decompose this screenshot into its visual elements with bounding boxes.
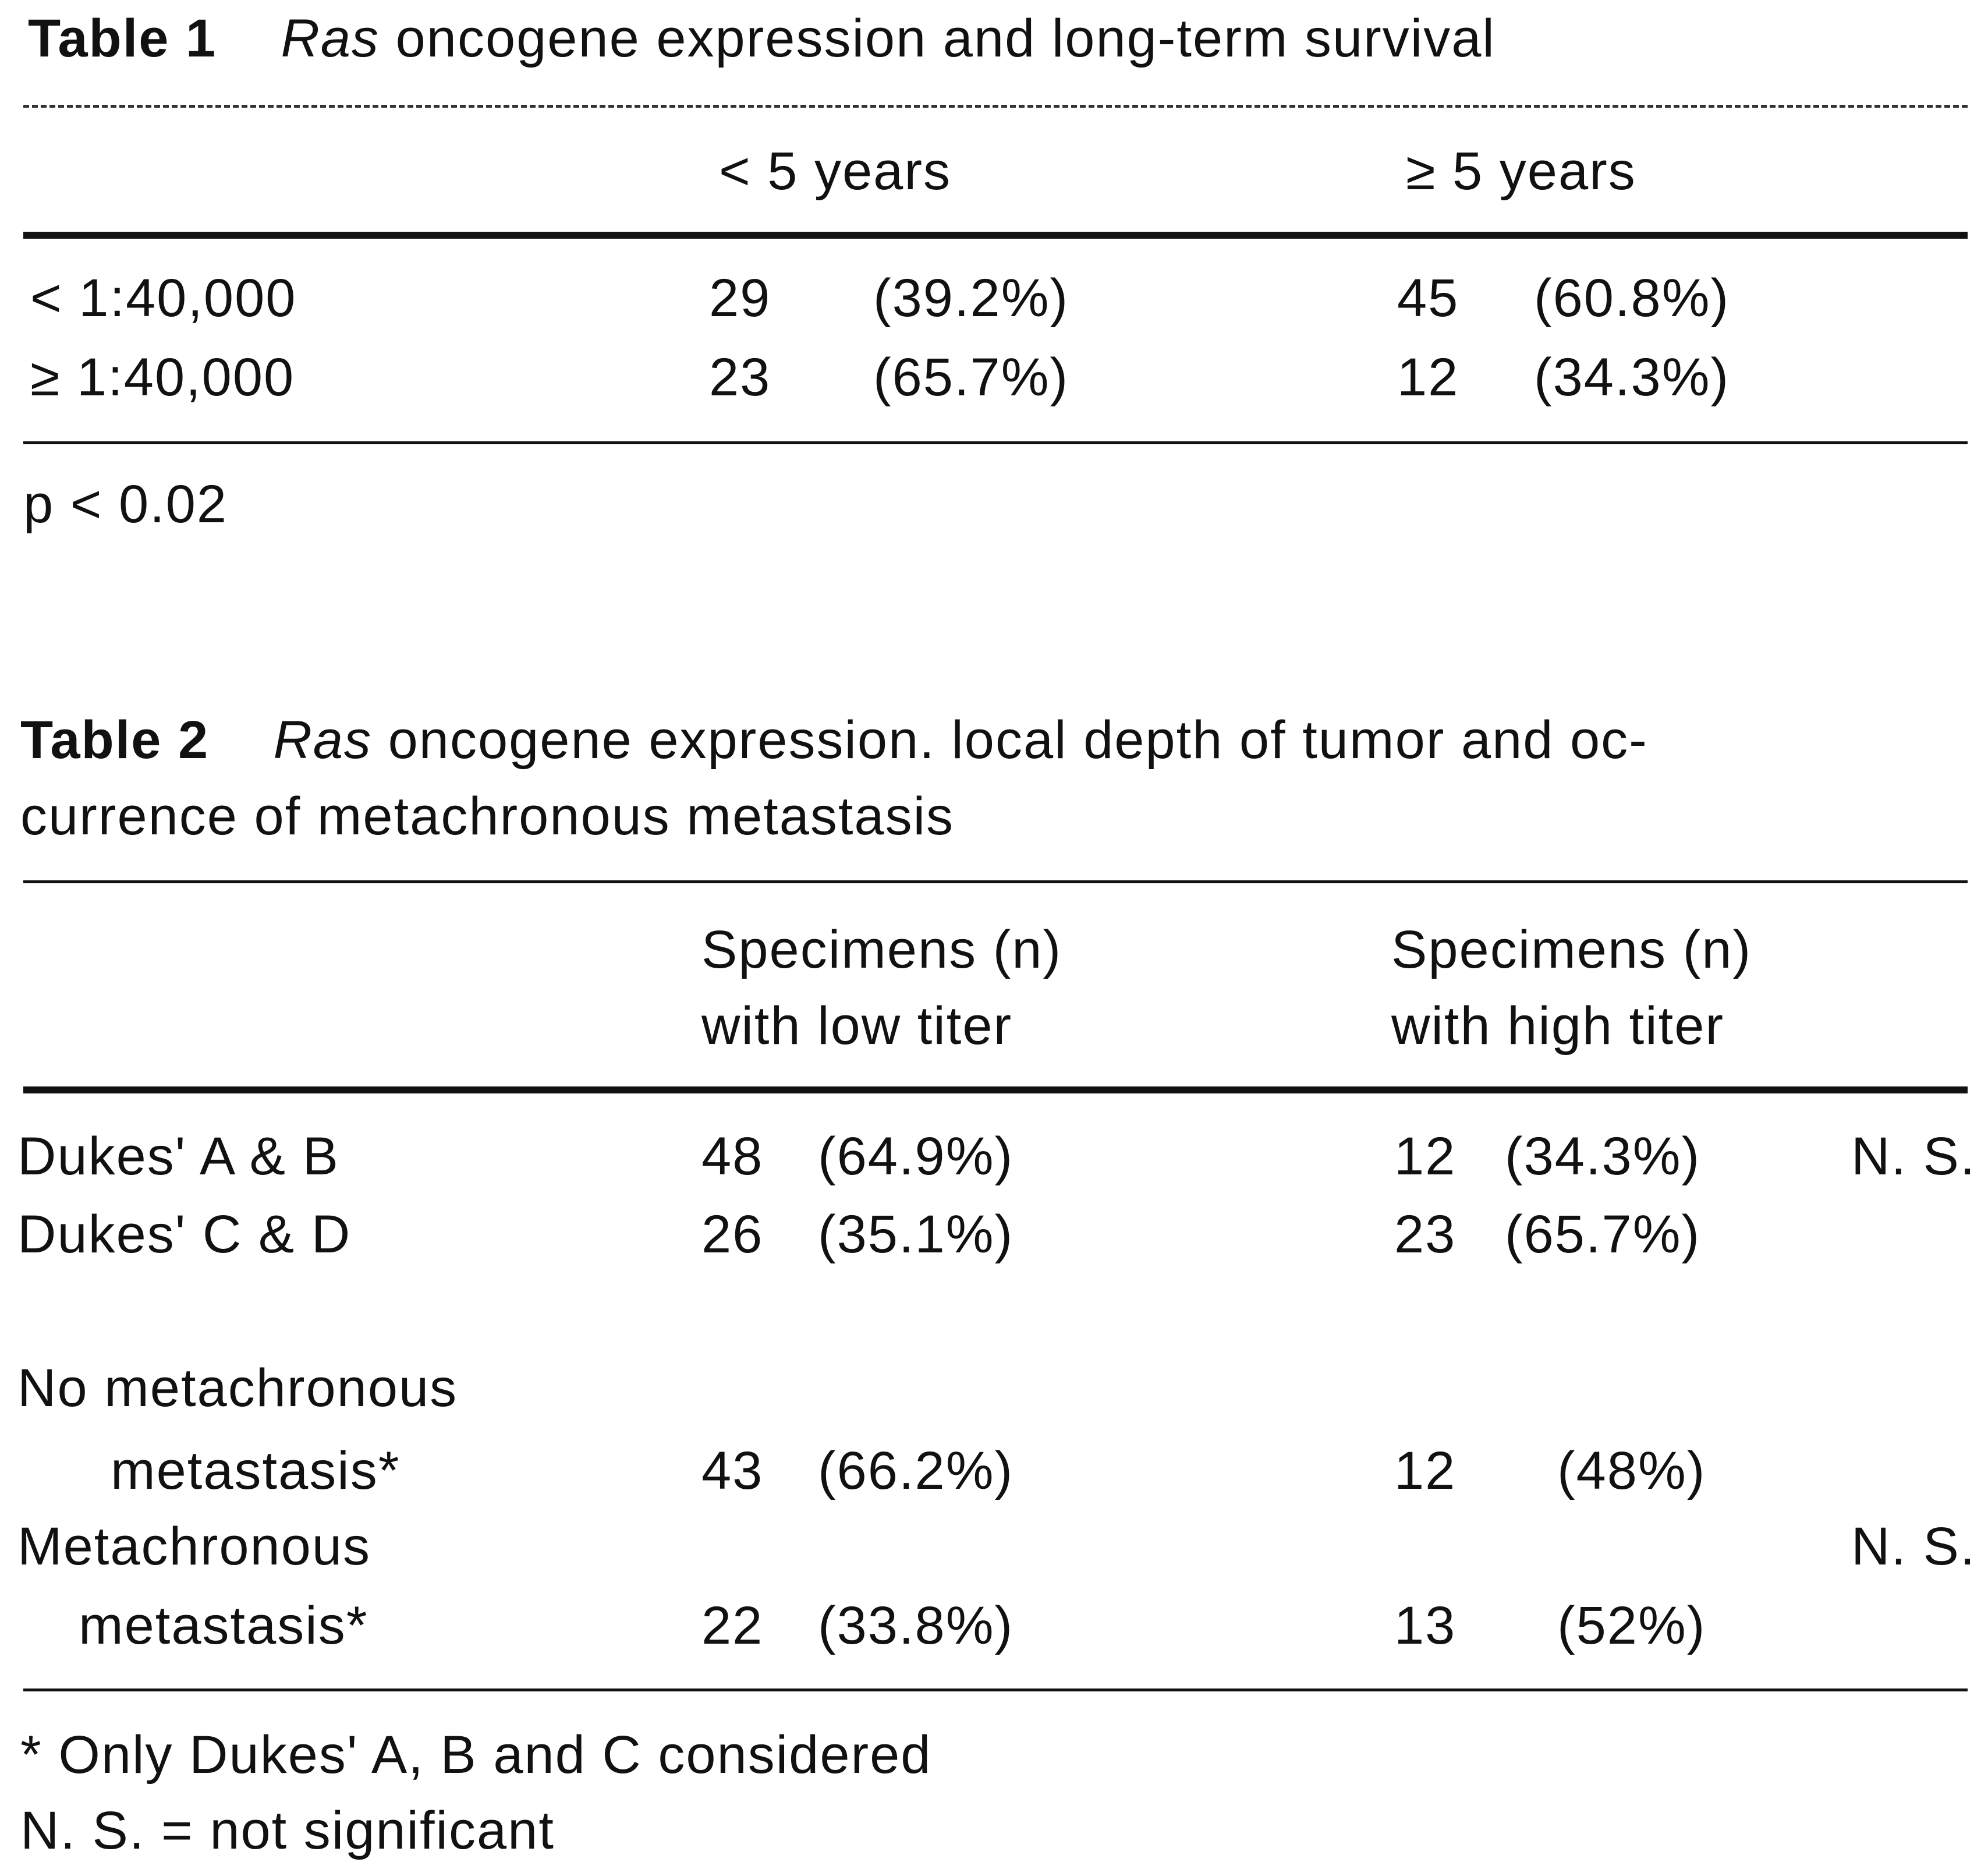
cell-pct: (33.8%) (818, 1596, 1014, 1655)
significance: N. S. (1851, 1517, 1976, 1576)
row-label-line1: Metachronous (17, 1517, 371, 1576)
table2-header-rule (23, 1086, 1968, 1093)
table2-footnote-1: * Only Dukes' A, B and C considered (20, 1725, 932, 1785)
table1-header-rule (23, 232, 1968, 239)
cell-pct: (65.7%) (1505, 1205, 1701, 1264)
table2-caption-line1: Table 2 Ras oncogene expression. local d… (20, 713, 1648, 767)
cell-n: 48 (701, 1127, 764, 1186)
row-label: ≥ 1:40,000 (30, 348, 295, 407)
table1-title: oncogene expression and long-term surviv… (395, 9, 1496, 68)
cell-n: 26 (701, 1205, 764, 1264)
table2-label: Table 2 (20, 710, 210, 770)
cell-pct: (66.2%) (818, 1441, 1014, 1500)
cell-n: 12 (1394, 1441, 1457, 1500)
cell-n: 29 (709, 268, 771, 328)
table1-footnote: p < 0.02 (23, 475, 228, 534)
table1-caption: Table 1 Ras oncogene expression and long… (28, 12, 1496, 65)
row-label: < 1:40,000 (30, 268, 297, 328)
cell-n: 13 (1394, 1596, 1457, 1655)
cell-pct: (34.3%) (1505, 1127, 1701, 1186)
cell-pct: (48%) (1557, 1441, 1706, 1500)
table1-bottom-rule (23, 441, 1968, 444)
cell-pct: (60.8%) (1534, 268, 1730, 328)
cell-n: 23 (709, 348, 771, 407)
table2-title: oncogene expression. local depth of tumo… (388, 710, 1648, 770)
cell-pct: (39.2%) (873, 268, 1069, 328)
table1-col-header-2: ≥ 5 years (1406, 141, 1636, 201)
row-label-line1: No metachronous (17, 1358, 458, 1418)
table2-col-header-1-line1: Specimens (n) (701, 920, 1062, 979)
cell-n: 12 (1394, 1127, 1457, 1186)
cell-pct: (65.7%) (873, 348, 1069, 407)
table1-label: Table 1 (28, 9, 217, 68)
cell-n: 23 (1394, 1205, 1457, 1264)
table2-bottom-rule (23, 1688, 1968, 1691)
table2-col-header-2-line1: Specimens (n) (1391, 920, 1752, 979)
cell-pct: (64.9%) (818, 1127, 1014, 1186)
table2-footnote-2: N. S. = not significant (20, 1801, 555, 1860)
cell-n: 43 (701, 1441, 764, 1500)
table1-col-header-1: < 5 years (719, 141, 951, 201)
table2-top-rule (23, 880, 1968, 883)
cell-pct: (34.3%) (1534, 348, 1730, 407)
table2-col-header-2-line2: with high titer (1391, 996, 1725, 1056)
row-label: Dukes' A & B (17, 1127, 339, 1186)
cell-n: 12 (1397, 348, 1459, 407)
cell-pct: (35.1%) (818, 1205, 1014, 1264)
significance: N. S. (1851, 1127, 1976, 1186)
cell-pct: (52%) (1557, 1596, 1706, 1655)
row-label: Dukes' C & D (17, 1205, 352, 1264)
row-label-line2: metastasis* (79, 1596, 368, 1655)
cell-n: 22 (701, 1596, 764, 1655)
table1-top-rule (23, 105, 1968, 108)
table1-title-italic: Ras (281, 9, 380, 68)
table2-title-italic: Ras (273, 710, 373, 770)
cell-n: 45 (1397, 268, 1459, 328)
table2-caption-line2: currence of metachronous metastasis (20, 787, 955, 846)
row-label-line2: metastasis* (111, 1441, 401, 1500)
table2-col-header-1-line2: with low titer (701, 996, 1013, 1056)
